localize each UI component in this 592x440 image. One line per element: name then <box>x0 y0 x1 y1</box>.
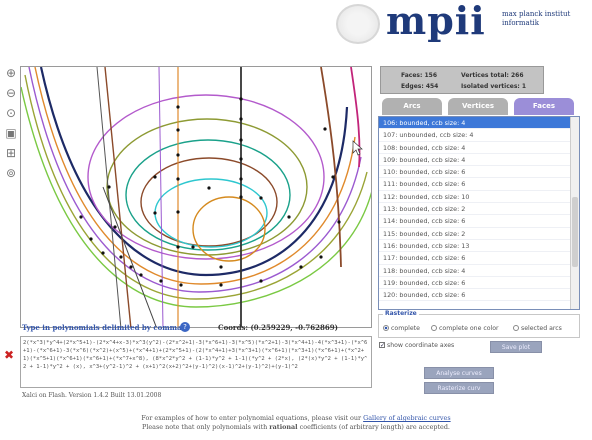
face-list-item[interactable]: 106: bounded, ccb size: 4 <box>379 117 579 130</box>
tab-arcs[interactable]: Arcs <box>382 98 442 115</box>
zoom-reset-icon[interactable]: ▣ <box>5 126 17 140</box>
footer-line1-text: For examples of how to enter polynomial … <box>141 414 362 422</box>
face-list-item[interactable]: 115: bounded, ccb size: 2 <box>379 228 579 240</box>
ellipse-orange-inner <box>192 196 266 262</box>
radio-selected-arcs[interactable]: selected arcs <box>513 325 562 332</box>
curve-brown <box>320 67 342 268</box>
help-icon[interactable]: ? <box>180 322 190 332</box>
face-list-item[interactable]: 108: bounded, ccb size: 4 <box>379 142 579 154</box>
stat-isolated-vertices: Isolated vertices: 1 <box>461 83 527 90</box>
radio-one-color-label: complete one color <box>439 325 499 332</box>
curve-orange-outer <box>34 67 356 285</box>
rotate-icon[interactable]: ⊚ <box>5 166 17 180</box>
face-list-item[interactable]: 118: bounded, ccb size: 4 <box>379 265 579 277</box>
vertical-line-2 <box>96 67 122 327</box>
version-text: Xalci on Flash. Version 1.4.2 Built 13.0… <box>22 392 162 399</box>
radio-complete-one-color[interactable]: complete one color <box>431 325 499 332</box>
footer-line2-bold: rational <box>269 423 298 431</box>
face-list-item[interactable]: 111: bounded, ccb size: 6 <box>379 178 579 191</box>
face-list-item[interactable]: 119: bounded, ccb size: 6 <box>379 277 579 290</box>
tab-faces[interactable]: Faces <box>514 98 574 115</box>
footer-line2-prefix: Please note that only polynomials with <box>142 423 268 431</box>
tab-vertices[interactable]: Vertices <box>448 98 508 115</box>
radio-selected-arcs-indicator[interactable] <box>513 325 519 331</box>
show-axes-label: show coordinate axes <box>387 342 455 349</box>
faces-list-items: 106: bounded, ccb size: 4 107: unbounded,… <box>379 117 579 302</box>
radio-selected-arcs-label: selected arcs <box>521 325 562 332</box>
zoom-fit-icon[interactable]: ⊙ <box>5 106 17 120</box>
mpi-logo: mpii max planck institut informatik <box>330 0 592 48</box>
arrangement-stats: Faces: 156 Vertices total: 266 Edges: 45… <box>380 66 544 94</box>
cursor-coordinates: Coords: (0.259229, -0.762869) <box>218 323 338 332</box>
stat-faces: Faces: 156 <box>401 72 438 79</box>
face-list-item[interactable]: 109: bounded, ccb size: 4 <box>379 154 579 167</box>
zoom-region-icon[interactable]: ⊞ <box>5 146 17 160</box>
vertical-line-6 <box>102 186 157 327</box>
clear-input-icon[interactable]: ✖ <box>4 348 15 362</box>
save-plot-button[interactable]: Save plot <box>490 341 542 353</box>
footer-notes: For examples of how to enter polynomial … <box>0 414 592 432</box>
face-list-item[interactable]: 112: bounded, ccb size: 10 <box>379 191 579 204</box>
ellipse-teal <box>125 139 291 251</box>
ellipse-brown <box>140 157 278 247</box>
curve-green-outer <box>21 86 371 308</box>
coords-value: (0.259229, -0.762869) <box>250 323 338 332</box>
zoom-out-icon[interactable]: ⊖ <box>5 86 17 100</box>
zoom-in-icon[interactable]: ⊕ <box>5 66 17 80</box>
curve-plot-canvas[interactable] <box>20 66 372 328</box>
faces-list-scrollbar[interactable] <box>570 117 579 309</box>
ellipse-purple <box>87 94 325 260</box>
logo-word: mpii <box>386 0 486 43</box>
ellipse-cyan <box>154 178 268 248</box>
view-tabs: Arcs Vertices Faces <box>378 98 578 116</box>
polynomial-input[interactable]: 2(*x^3)*y^4+(2*x^5+1)-(2*x^4+x-3)*x^3(y^… <box>20 336 372 388</box>
curve-olive <box>24 74 368 300</box>
face-list-item[interactable]: 114: bounded, ccb size: 6 <box>379 215 579 228</box>
input-header-row: Type in polynomials delimited by commas:… <box>20 322 372 334</box>
logo-subtitle-line1: max planck institut <box>502 10 571 18</box>
rasterize-curves-button[interactable]: Rasterize curv <box>424 382 494 394</box>
minerva-seal-icon <box>336 4 380 44</box>
analyse-curves-button[interactable]: Analyse curves <box>424 367 494 379</box>
face-list-item[interactable]: 120: bounded, ccb size: 6 <box>379 289 579 302</box>
curves-svg <box>21 67 371 327</box>
logo-subtitle: max planck institut informatik <box>502 10 570 28</box>
mouse-cursor-icon <box>352 140 363 156</box>
radio-complete-label: complete <box>391 325 420 332</box>
radio-one-color-indicator[interactable] <box>431 325 437 331</box>
radio-complete-indicator[interactable] <box>383 325 389 331</box>
face-list-item[interactable]: 110: bounded, ccb size: 6 <box>379 166 579 179</box>
curve-magenta <box>350 67 361 168</box>
stat-edges: Edges: 454 <box>401 83 439 90</box>
vertical-line-5 <box>158 67 164 327</box>
gallery-link[interactable]: Gallery of algebraic curves <box>363 414 451 422</box>
vertex-points <box>79 97 341 287</box>
face-list-item[interactable]: 116: bounded, ccb size: 13 <box>379 240 579 253</box>
stat-vertices-total: Vertices total: 266 <box>461 72 524 79</box>
rasterize-legend: Rasterize <box>383 310 419 317</box>
footer-line-2: Please note that only polynomials with r… <box>0 423 592 432</box>
footer-line2-suffix: coefficients (of arbitrary length) are a… <box>299 423 450 431</box>
polynomial-input-label: Type in polynomials delimited by commas: <box>22 323 189 332</box>
coords-label: Coords: <box>218 323 249 332</box>
rasterize-group: Rasterize complete complete one color se… <box>378 310 580 338</box>
curve-navy <box>39 67 349 277</box>
face-list-item[interactable]: 117: bounded, ccb size: 6 <box>379 252 579 265</box>
face-list-item[interactable]: 107: unbounded, ccb size: 4 <box>379 129 579 142</box>
zoom-toolbar: ⊕ ⊖ ⊙ ▣ ⊞ ⊚ <box>2 66 20 186</box>
scrollbar-thumb[interactable] <box>572 197 578 267</box>
faces-list[interactable]: 106: bounded, ccb size: 4 107: unbounded,… <box>378 116 580 310</box>
show-axes-option[interactable]: ✓ show coordinate axes <box>379 342 454 349</box>
curve-violet-outer <box>28 67 362 293</box>
show-axes-checkbox[interactable]: ✓ <box>379 342 386 349</box>
face-list-item[interactable]: 113: bounded, ccb size: 2 <box>379 203 579 216</box>
footer-line-1: For examples of how to enter polynomial … <box>0 414 592 423</box>
vertical-line-1 <box>104 67 132 327</box>
logo-subtitle-line2: informatik <box>502 19 540 27</box>
radio-complete[interactable]: complete <box>383 325 420 332</box>
